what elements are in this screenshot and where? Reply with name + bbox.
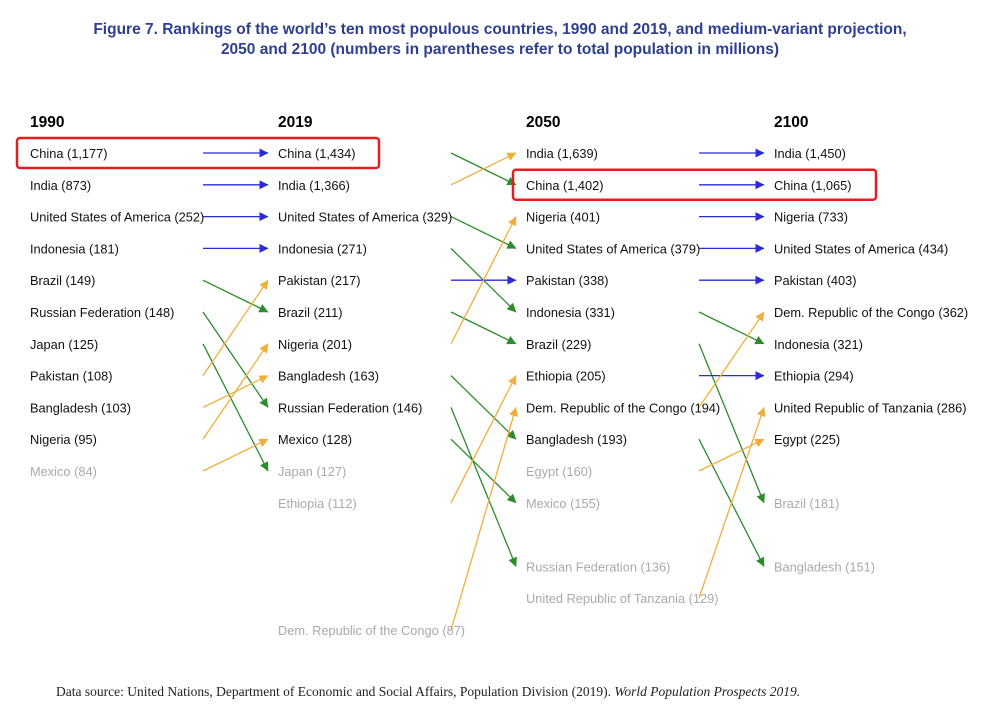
label-2050-india: India (1,639) [526, 146, 598, 161]
arrow-2019-2050-india [450, 152, 517, 186]
label-2100-india: India (1,450) [774, 146, 846, 161]
year-header-2050: 2050 [526, 114, 560, 131]
label-2100-brazil: Brazil (181) [774, 496, 839, 511]
label-1990-united-states-of-america: United States of America (252) [30, 210, 204, 225]
label-1990-mexico: Mexico (84) [30, 464, 97, 479]
label-2050-nigeria: Nigeria (401) [526, 210, 600, 225]
figure-title: Figure 7. Rankings of the world’s ten mo… [0, 20, 1000, 60]
data-source-publication: World Population Prospects 2019. [614, 684, 801, 699]
arrow-2019-2050-bangladesh [450, 375, 517, 440]
label-1990-russian-federation: Russian Federation (148) [30, 305, 174, 320]
label-2050-egypt: Egypt (160) [526, 464, 592, 479]
arrows-layer [202, 148, 766, 631]
arrow-1990-2019-brazil [202, 279, 269, 313]
labels-layer: 1990 China (1,177) India (873) United State… [30, 114, 968, 638]
label-2050-ethiopia: Ethiopia (205) [526, 369, 606, 384]
label-2019-india: India (1,366) [278, 178, 350, 193]
arrow-2019-2050-united-states-of-america [450, 216, 517, 249]
label-2050-mexico: Mexico (155) [526, 496, 600, 511]
arrow-2050-2100-dem-republic-of-the-congo [698, 311, 765, 408]
label-2050-united-republic-of-tanzania: United Republic of Tanzania (129) [526, 591, 719, 606]
label-2050-china: China (1,402) [526, 178, 604, 193]
figure-title-line1: Figure 7. Rankings of the world’s ten mo… [93, 21, 907, 38]
arrow-2019-2050-dem-republic-of-the-congo [450, 406, 518, 631]
arrow-2019-2050-ethiopia [450, 375, 517, 504]
label-2100-indonesia: Indonesia (321) [774, 337, 863, 352]
arrow-1990-2019-japan [202, 343, 269, 472]
arrow-2019-2050-nigeria [450, 216, 517, 345]
label-2050-bangladesh: Bangladesh (193) [526, 432, 627, 447]
arrow-2050-2100-united-republic-of-tanzania [698, 406, 766, 599]
label-1990-bangladesh: Bangladesh (103) [30, 400, 131, 415]
label-2100-united-republic-of-tanzania: United Republic of Tanzania (286) [774, 400, 967, 415]
label-1990-pakistan: Pakistan (108) [30, 369, 113, 384]
label-2019-dem-republic-of-the-congo: Dem. Republic of the Congo (87) [278, 623, 465, 638]
label-2100-china: China (1,065) [774, 178, 852, 193]
label-2100-dem-republic-of-the-congo: Dem. Republic of the Congo (362) [774, 305, 968, 320]
label-2019-japan: Japan (127) [278, 464, 346, 479]
label-1990-nigeria: Nigeria (95) [30, 432, 97, 447]
label-1990-japan: Japan (125) [30, 337, 98, 352]
figure-title-line2: 2050 and 2100 (numbers in parentheses re… [220, 41, 780, 58]
arrow-2050-2100-brazil [698, 343, 765, 504]
label-1990-india: India (873) [30, 178, 91, 193]
label-1990-indonesia: Indonesia (181) [30, 241, 119, 256]
arrow-2019-2050-mexico [450, 438, 517, 504]
label-2019-mexico: Mexico (128) [278, 432, 352, 447]
label-1990-china: China (1,177) [30, 146, 108, 161]
year-header-2100: 2100 [774, 114, 808, 131]
label-2019-russian-federation: Russian Federation (146) [278, 400, 422, 415]
label-2100-egypt: Egypt (225) [774, 432, 840, 447]
arrow-2050-2100-egypt [698, 438, 765, 472]
label-2019-china: China (1,434) [278, 146, 356, 161]
label-2019-indonesia: Indonesia (271) [278, 241, 367, 256]
label-2019-bangladesh: Bangladesh (163) [278, 369, 379, 384]
label-2050-pakistan: Pakistan (338) [526, 273, 609, 288]
label-2100-nigeria: Nigeria (733) [774, 210, 848, 225]
year-header-1990: 1990 [30, 114, 64, 131]
year-header-2019: 2019 [278, 114, 313, 131]
arrow-2050-2100-indonesia [698, 311, 765, 345]
label-1990-brazil: Brazil (149) [30, 273, 95, 288]
highlight-box-1990-2019 [15, 136, 381, 170]
arrow-1990-2019-mexico [202, 438, 269, 472]
label-2050-russian-federation: Russian Federation (136) [526, 559, 670, 574]
label-2100-pakistan: Pakistan (403) [774, 273, 857, 288]
label-2019-brazil: Brazil (211) [278, 305, 342, 320]
arrow-1990-2019-russian-federation [202, 311, 269, 408]
label-2019-ethiopia: Ethiopia (112) [278, 496, 357, 511]
label-2050-indonesia: Indonesia (331) [526, 305, 615, 320]
highlight-box-2050-2100 [511, 168, 878, 202]
highlight-layer [15, 136, 878, 202]
label-2019-pakistan: Pakistan (217) [278, 273, 361, 288]
label-2019-nigeria: Nigeria (201) [278, 337, 352, 352]
arrow-2019-2050-russian-federation [450, 407, 517, 567]
label-2100-bangladesh: Bangladesh (151) [774, 559, 875, 574]
data-source-note: Data source: United Nations, Department … [56, 684, 800, 700]
arrow-2019-2050-brazil [450, 311, 517, 345]
arrow-1990-2019-nigeria [202, 343, 269, 440]
label-2050-united-states-of-america: United States of America (379) [526, 241, 700, 256]
label-2100-ethiopia: Ethiopia (294) [774, 369, 854, 384]
data-source-text: Data source: United Nations, Department … [56, 684, 615, 699]
label-2050-brazil: Brazil (229) [526, 337, 591, 352]
arrow-1990-2019-pakistan [202, 279, 269, 376]
label-2100-united-states-of-america: United States of America (434) [774, 241, 948, 256]
label-2019-united-states-of-america: United States of America (329) [278, 210, 452, 225]
label-2050-dem-republic-of-the-congo: Dem. Republic of the Congo (194) [526, 400, 720, 415]
